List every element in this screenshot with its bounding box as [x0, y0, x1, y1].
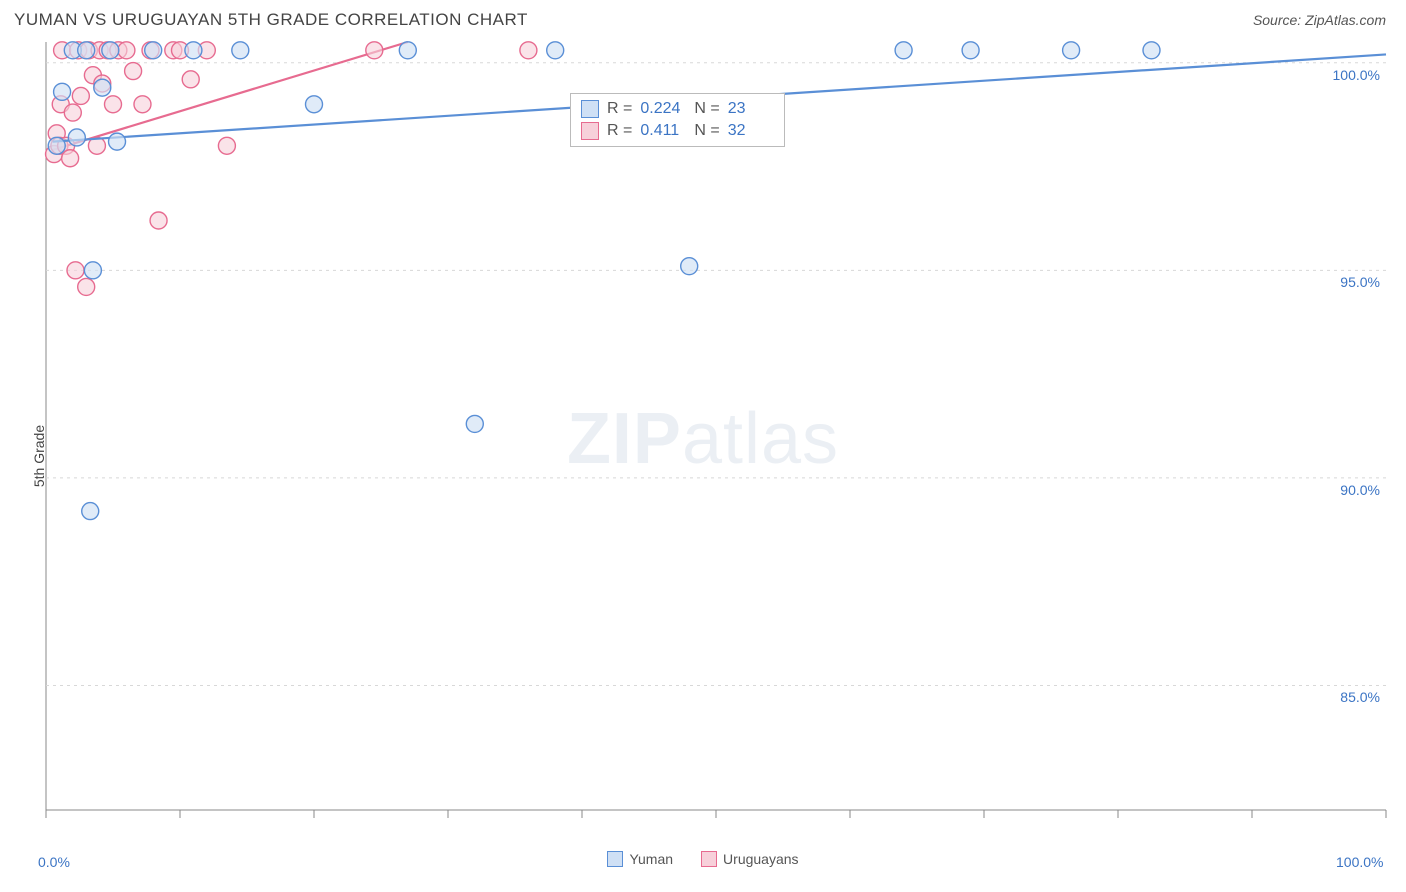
chart-area: 5th Grade ZIPatlas R = 0.224 N = 23 R = …	[0, 36, 1406, 876]
correlation-stats-box: R = 0.224 N = 23 R = 0.411 N = 32	[570, 93, 785, 147]
legend-item-uruguayans: Uruguayans	[701, 851, 799, 867]
y-tick-label: 85.0%	[1340, 689, 1380, 705]
y-tick-label: 100.0%	[1333, 67, 1380, 83]
swatch-yuman	[581, 100, 599, 118]
x-tick-label: 0.0%	[38, 854, 70, 870]
stats-row-uruguayans: R = 0.411 N = 32	[581, 120, 774, 142]
swatch-uruguayans-bottom	[701, 851, 717, 867]
source-credit: Source: ZipAtlas.com	[1253, 12, 1386, 28]
chart-title: YUMAN VS URUGUAYAN 5TH GRADE CORRELATION…	[14, 10, 528, 30]
legend-item-yuman: Yuman	[607, 851, 673, 867]
stats-row-yuman: R = 0.224 N = 23	[581, 98, 774, 120]
swatch-yuman-bottom	[607, 851, 623, 867]
y-tick-label: 95.0%	[1340, 274, 1380, 290]
scatter-plot	[0, 36, 1406, 876]
y-tick-label: 90.0%	[1340, 482, 1380, 498]
swatch-uruguayans	[581, 122, 599, 140]
bottom-legend: Yuman Uruguayans	[0, 842, 1406, 876]
x-tick-label: 100.0%	[1336, 854, 1383, 870]
